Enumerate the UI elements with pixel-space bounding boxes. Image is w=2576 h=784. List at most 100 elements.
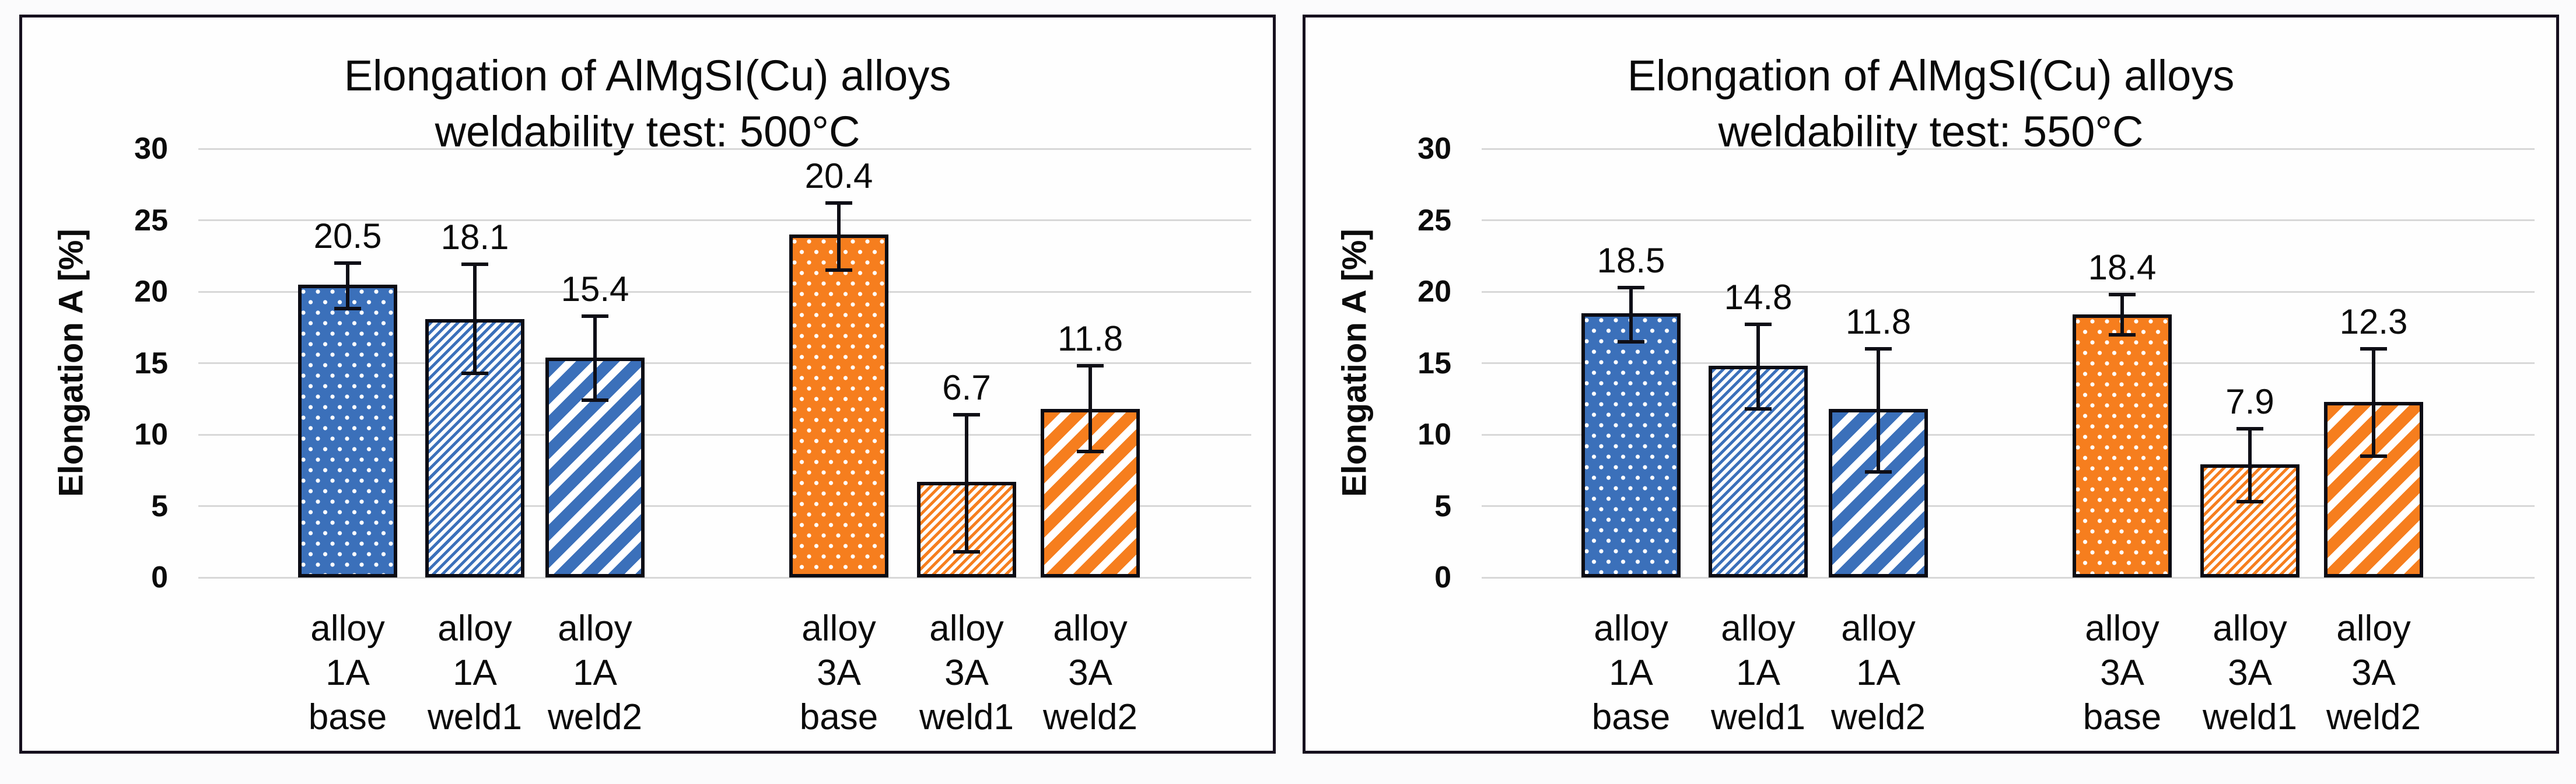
y-tick-label-15: 15 bbox=[134, 346, 168, 380]
error-cap-high-alloy-3A-weld1 bbox=[953, 412, 980, 416]
y-tick-label-10: 10 bbox=[1418, 418, 1451, 452]
x-label-line: base bbox=[1591, 697, 1671, 737]
x-label-line: 1A bbox=[326, 653, 370, 693]
error-cap-low-alloy-3A-weld2 bbox=[1077, 450, 1104, 454]
error-cap-high-alloy-1A-weld1 bbox=[1745, 323, 1772, 327]
gridline-10 bbox=[1482, 433, 2535, 436]
x-label-alloy-3A-weld2: alloy 3A weld2 bbox=[2280, 607, 2467, 740]
error-cap-low-alloy-3A-weld2 bbox=[2360, 454, 2387, 458]
gridline-15 bbox=[198, 362, 1251, 364]
x-label-line: 3A bbox=[2351, 653, 2396, 693]
x-label-line: 3A bbox=[2228, 653, 2272, 693]
error-bar-alloy-3A-weld2 bbox=[1088, 366, 1092, 452]
error-bar-alloy-3A-weld1 bbox=[965, 414, 968, 552]
y-tick-label-0: 0 bbox=[1434, 561, 1451, 594]
x-label-line: alloy bbox=[1721, 608, 1796, 649]
x-label-line: weld2 bbox=[2326, 697, 2421, 737]
y-axis-ticks: 0 5 10 15 20 25 30 bbox=[1306, 132, 1451, 594]
x-label-line: 1A bbox=[1856, 653, 1901, 693]
x-label-line: alloy bbox=[1594, 608, 1668, 649]
error-cap-low-alloy-1A-weld2 bbox=[582, 398, 608, 402]
x-label-alloy-1A-base: alloy 1A base bbox=[1538, 607, 1724, 740]
x-label-line: alloy bbox=[2213, 608, 2287, 649]
gridline-5 bbox=[198, 505, 1251, 507]
value-label-alloy-1A-weld2: 11.8 bbox=[1845, 302, 1912, 341]
chart-panel-500c: Elongation of AlMgSI(Cu) alloys weldabil… bbox=[19, 15, 1276, 754]
chart-title-line1: Elongation of AlMgSI(Cu) alloys bbox=[1627, 51, 2235, 100]
gridline-0 bbox=[1482, 576, 2535, 579]
value-label-alloy-3A-weld1: 7.9 bbox=[2225, 382, 2274, 422]
error-cap-low-alloy-3A-base bbox=[2109, 332, 2136, 337]
x-label-line: base bbox=[308, 697, 387, 737]
error-bar-alloy-1A-base bbox=[346, 263, 349, 309]
x-label-line: weld2 bbox=[1043, 697, 1138, 737]
gridline-15 bbox=[1482, 362, 2535, 364]
x-label-line: alloy bbox=[1053, 608, 1128, 649]
error-cap-high-alloy-1A-base bbox=[1618, 285, 1644, 289]
x-label-line: weld1 bbox=[919, 697, 1014, 737]
x-label-line: 1A bbox=[573, 653, 617, 693]
y-tick-label-20: 20 bbox=[134, 275, 168, 309]
x-label-alloy-3A-weld2: alloy 3A weld2 bbox=[997, 607, 1184, 740]
error-bar-alloy-3A-weld2 bbox=[2372, 349, 2375, 456]
value-label-alloy-1A-weld2: 15.4 bbox=[561, 269, 629, 309]
error-cap-high-alloy-3A-weld2 bbox=[1077, 364, 1104, 368]
error-cap-high-alloy-1A-weld2 bbox=[582, 314, 608, 318]
error-cap-high-alloy-3A-base bbox=[2109, 292, 2136, 296]
error-cap-high-alloy-3A-base bbox=[825, 201, 852, 205]
error-cap-low-alloy-1A-base bbox=[334, 307, 361, 311]
x-label-alloy-3A-base: alloy 3A base bbox=[746, 607, 932, 740]
error-bar-alloy-3A-weld1 bbox=[2248, 429, 2252, 502]
error-cap-low-alloy-1A-weld1 bbox=[461, 371, 488, 375]
x-label-line: alloy bbox=[558, 608, 632, 649]
error-cap-low-alloy-1A-weld1 bbox=[1745, 407, 1772, 411]
y-tick-label-5: 5 bbox=[151, 489, 168, 523]
x-label-line: alloy bbox=[438, 608, 512, 649]
x-label-line: 1A bbox=[453, 653, 497, 693]
error-cap-high-alloy-1A-base bbox=[334, 261, 361, 265]
x-label-line: 3A bbox=[2100, 653, 2144, 693]
y-tick-label-25: 25 bbox=[1418, 203, 1451, 237]
error-bar-alloy-1A-base bbox=[1629, 287, 1633, 342]
y-tick-label-0: 0 bbox=[151, 561, 168, 594]
error-cap-high-alloy-1A-weld2 bbox=[1865, 347, 1892, 351]
error-cap-low-alloy-3A-weld1 bbox=[2236, 500, 2263, 504]
x-label-alloy-1A-weld2: alloy 1A weld2 bbox=[502, 607, 688, 740]
x-label-line: alloy bbox=[310, 608, 385, 649]
bar-alloy-1A-base bbox=[298, 284, 397, 578]
x-label-line: weld1 bbox=[428, 697, 522, 737]
gridline-10 bbox=[198, 433, 1251, 436]
x-label-line: alloy bbox=[2085, 608, 2160, 649]
gridline-25 bbox=[198, 219, 1251, 221]
bar-alloy-3A-base bbox=[2073, 314, 2172, 578]
x-label-line: weld2 bbox=[548, 697, 642, 737]
x-label-line: alloy bbox=[2336, 608, 2411, 649]
gridline-5 bbox=[1482, 505, 2535, 507]
chart-title-line2: weldability test: 550°C bbox=[1718, 107, 2144, 156]
y-tick-label-30: 30 bbox=[134, 132, 168, 166]
error-bar-alloy-1A-weld2 bbox=[593, 316, 597, 401]
chart-title: Elongation of AlMgSI(Cu) alloys weldabil… bbox=[1306, 48, 2556, 160]
error-cap-low-alloy-3A-base bbox=[825, 268, 852, 272]
value-label-alloy-3A-weld2: 11.8 bbox=[1057, 319, 1124, 359]
y-tick-label-15: 15 bbox=[1418, 346, 1451, 380]
x-label-line: alloy bbox=[1841, 608, 1916, 649]
value-label-alloy-1A-base: 18.5 bbox=[1597, 240, 1665, 280]
chart-panel-550c: Elongation of AlMgSI(Cu) alloys weldabil… bbox=[1303, 15, 2559, 754]
y-tick-label-25: 25 bbox=[134, 203, 168, 237]
gridline-0 bbox=[198, 576, 1251, 579]
error-cap-low-alloy-1A-weld2 bbox=[1865, 470, 1892, 474]
x-label-alloy-3A-base: alloy 3A base bbox=[2029, 607, 2216, 740]
x-label-line: 3A bbox=[1068, 653, 1112, 693]
gridline-25 bbox=[1482, 219, 2535, 221]
plot-area: 18.5 14.8 11.8 18.4 7.9 12.3 bbox=[1482, 148, 2535, 579]
gridline-30 bbox=[198, 148, 1251, 150]
x-label-line: weld2 bbox=[1831, 697, 1926, 737]
gridline-20 bbox=[1482, 290, 2535, 293]
chart-title-line1: Elongation of AlMgSI(Cu) alloys bbox=[344, 51, 951, 100]
error-bar-alloy-1A-weld1 bbox=[1756, 324, 1760, 409]
x-label-alloy-3A-weld1: alloy 3A weld1 bbox=[873, 607, 1060, 740]
x-label-line: alloy bbox=[929, 608, 1004, 649]
error-cap-high-alloy-1A-weld1 bbox=[461, 262, 488, 267]
error-bar-alloy-1A-weld1 bbox=[473, 264, 477, 373]
